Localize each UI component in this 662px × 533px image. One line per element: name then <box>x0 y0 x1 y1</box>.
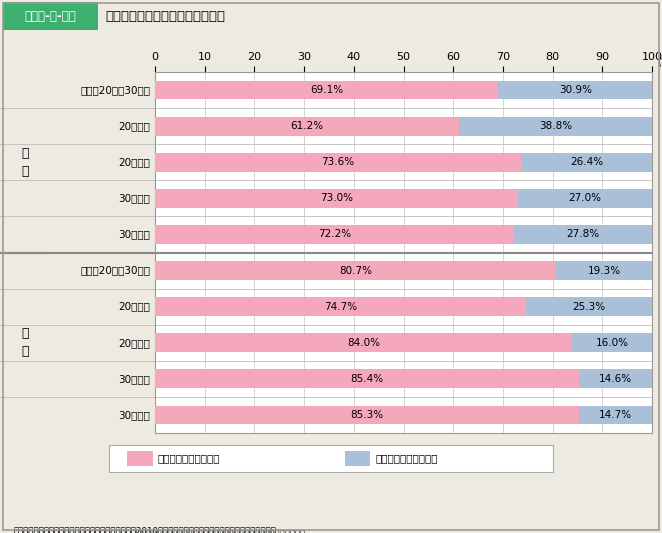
Bar <box>155 189 518 208</box>
Text: 69.1%: 69.1% <box>310 85 344 95</box>
Bar <box>521 153 652 172</box>
Text: 85.3%: 85.3% <box>350 410 383 420</box>
Text: 85.4%: 85.4% <box>351 374 384 384</box>
Text: 合計（20代・30代）: 合計（20代・30代） <box>80 265 150 276</box>
Bar <box>498 80 652 100</box>
Bar <box>155 369 579 388</box>
Text: 20代後半: 20代後半 <box>118 338 150 348</box>
Bar <box>526 297 652 316</box>
Text: 26.4%: 26.4% <box>570 157 603 167</box>
Bar <box>155 153 521 172</box>
Text: 80.7%: 80.7% <box>339 265 372 276</box>
Text: 年齢別の交際経験なしの人の割合: 年齢別の交際経験なしの人の割合 <box>105 10 225 22</box>
Text: 30代後半: 30代後半 <box>118 229 150 239</box>
Text: 38.8%: 38.8% <box>539 121 572 131</box>
Bar <box>155 406 579 424</box>
Text: 30.9%: 30.9% <box>559 85 592 95</box>
Text: 16.0%: 16.0% <box>596 338 629 348</box>
Bar <box>155 261 556 280</box>
Bar <box>514 225 652 244</box>
Bar <box>3 2 98 30</box>
Text: 合計（20代・30代）: 合計（20代・30代） <box>80 85 150 95</box>
Bar <box>155 297 526 316</box>
Text: 30代後半: 30代後半 <box>118 410 150 420</box>
Text: 61.2%: 61.2% <box>291 121 324 131</box>
Text: (%): (%) <box>657 56 662 67</box>
Bar <box>155 80 498 100</box>
Bar <box>573 333 652 352</box>
Bar <box>127 450 152 465</box>
Text: 25.3%: 25.3% <box>573 302 606 312</box>
Text: 14.7%: 14.7% <box>599 410 632 420</box>
Text: 27.8%: 27.8% <box>567 229 600 239</box>
Text: 73.0%: 73.0% <box>320 193 353 204</box>
Text: 未婚（交際経験あり）: 未婚（交際経験あり） <box>158 453 220 463</box>
Bar <box>345 450 371 465</box>
Text: 74.7%: 74.7% <box>324 302 357 312</box>
Bar <box>556 261 652 280</box>
Text: 30代前半: 30代前半 <box>118 374 150 384</box>
Bar <box>459 117 652 135</box>
Text: （注）ここでいう「未婚（交際経験あり）」とは、本意識調査における「未婚（恋人あり）」と「未婚（恋人なし）」をいう。: （注）ここでいう「未婚（交際経験あり）」とは、本意識調査における「未婚（恋人あり… <box>13 530 305 533</box>
Text: 女
性: 女 性 <box>22 327 29 358</box>
Bar <box>155 225 514 244</box>
Text: 84.0%: 84.0% <box>348 338 380 348</box>
Bar <box>155 117 459 135</box>
Text: 20代後半: 20代後半 <box>118 157 150 167</box>
Bar <box>155 333 573 352</box>
Text: 14.6%: 14.6% <box>599 374 632 384</box>
Text: 未婚（交際経験なし）: 未婚（交際経験なし） <box>375 453 438 463</box>
Text: 73.6%: 73.6% <box>321 157 354 167</box>
Text: 72.2%: 72.2% <box>318 229 351 239</box>
Bar <box>579 406 652 424</box>
Text: 男
性: 男 性 <box>22 147 29 177</box>
Text: 30代前半: 30代前半 <box>118 193 150 204</box>
Bar <box>579 369 652 388</box>
Text: 20代前半: 20代前半 <box>118 121 150 131</box>
Text: 27.0%: 27.0% <box>569 193 601 204</box>
Text: 19.3%: 19.3% <box>587 265 620 276</box>
Text: 20代前半: 20代前半 <box>118 302 150 312</box>
Text: 資料：内閣府「結婚・家族形成に関する意識調査」（2010年）より厚生労働省政策統括官付政策評価室作成。: 資料：内閣府「結婚・家族形成に関する意識調査」（2010年）より厚生労働省政策統… <box>13 527 276 533</box>
Bar <box>518 189 652 208</box>
Text: 図表１-３-１２: 図表１-３-１２ <box>24 10 76 22</box>
